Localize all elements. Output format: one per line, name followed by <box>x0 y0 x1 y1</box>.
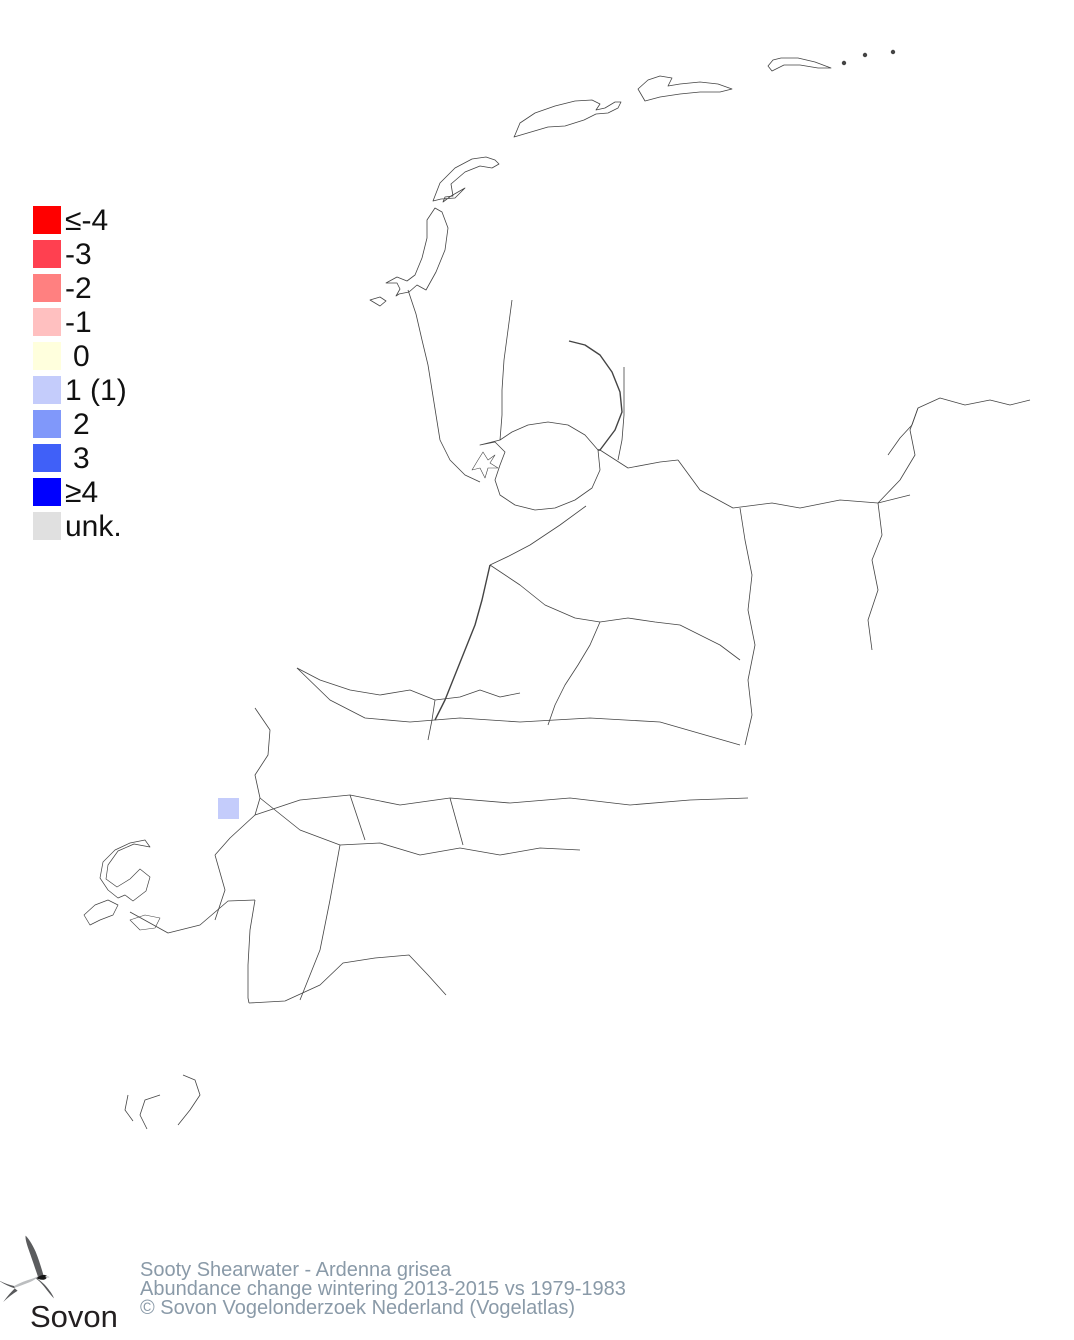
svg-text:unk.: unk. <box>65 510 122 543</box>
svg-text:2: 2 <box>73 408 90 441</box>
svg-text:-1: -1 <box>65 306 92 339</box>
svg-text:0: 0 <box>73 340 90 373</box>
svg-text:© Sovon Vogelonderzoek Nederla: © Sovon Vogelonderzoek Nederland (Vogela… <box>140 1297 575 1319</box>
svg-text:-2: -2 <box>65 272 92 305</box>
svg-text:Sovon: Sovon <box>30 1299 118 1334</box>
svg-text:-3: -3 <box>65 238 92 271</box>
svg-text:3: 3 <box>73 442 90 475</box>
svg-text:1 (1): 1 (1) <box>65 374 127 407</box>
svg-text:≤-4: ≤-4 <box>65 204 108 237</box>
svg-text:≥4: ≥4 <box>65 476 98 509</box>
